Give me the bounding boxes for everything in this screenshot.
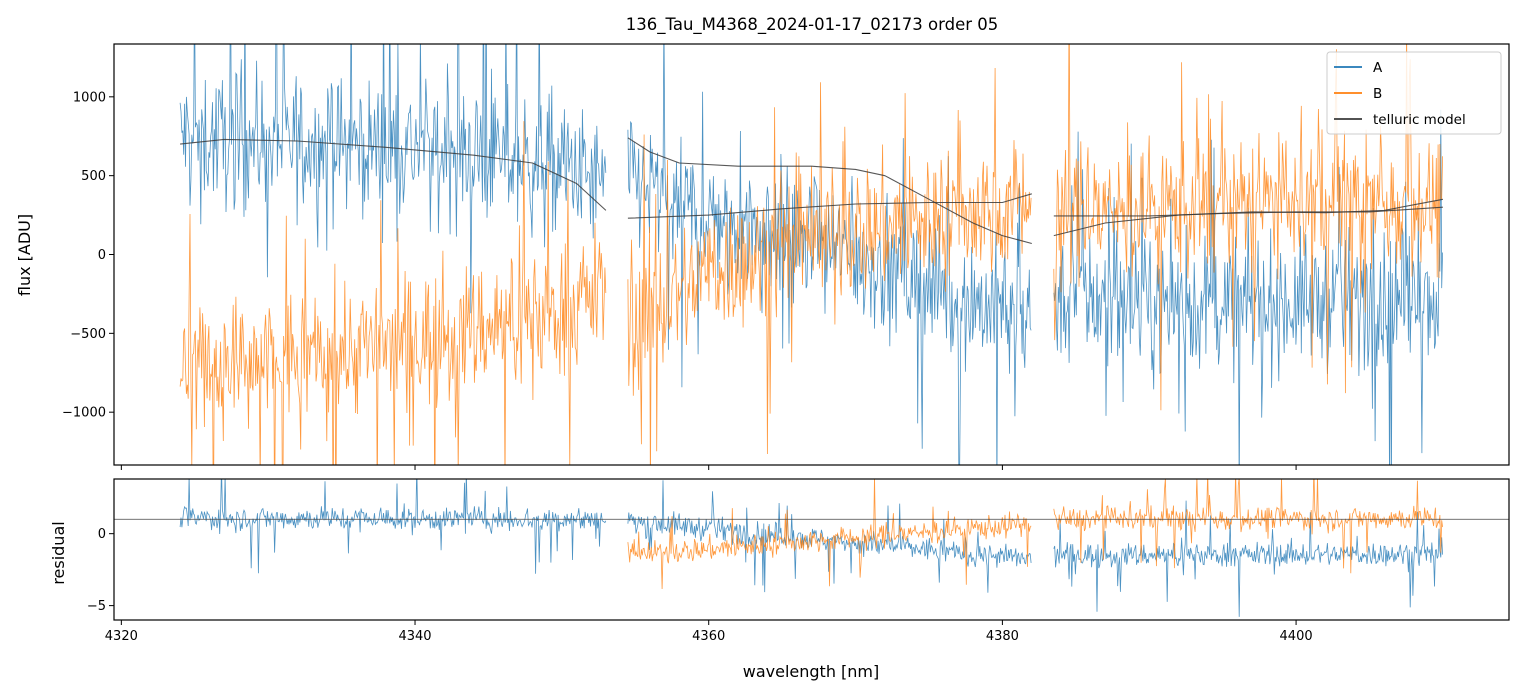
telluric-model-line-3: [1053, 198, 1444, 237]
top-ytick-label: 500: [81, 169, 106, 184]
bottom-ytick-label: 0: [98, 527, 106, 542]
top-ytick-label: −1000: [62, 406, 106, 421]
bottom-xtick-label: 4360: [692, 629, 725, 644]
bottom-plot-area: [114, 479, 1509, 617]
chart-title: 136_Tau_M4368_2024-01-17_02173 order 05: [626, 15, 999, 35]
residual-series-a-segment-1: [627, 480, 1032, 593]
bottom-xtick-label: 4400: [1280, 629, 1313, 644]
bottom-xtick-label: 4380: [986, 629, 1019, 644]
top-y-ticks: 1000 500 0 −500 −1000: [62, 90, 114, 421]
top-x-ticks: [120, 465, 1297, 470]
legend-label-b: B: [1373, 86, 1382, 102]
top-series-b-segment-0: [179, 121, 607, 465]
top-ytick-label: −500: [70, 327, 106, 342]
legend-label-a: A: [1373, 60, 1383, 76]
top-plot-area: [179, 44, 1444, 465]
x-axis-label: wavelength [nm]: [743, 662, 880, 681]
legend-label-telluric: telluric model: [1373, 112, 1466, 128]
bottom-x-ticks: 4320 4340 4360 4380 4400: [105, 620, 1313, 644]
top-series-b-segment-1: [627, 67, 1032, 465]
bottom-xtick-label: 4320: [105, 629, 138, 644]
top-series-b-segment-2: [1053, 44, 1443, 411]
bottom-panel: 0 −5 4320 4340 4360 4380 4400 residual wavele…: [49, 478, 1510, 681]
bottom-y-ticks: 0 −5: [87, 527, 114, 614]
telluric-model-line-0: [180, 138, 607, 211]
bottom-y-axis-label: residual: [49, 521, 68, 584]
top-y-axis-label: flux [ADU]: [15, 214, 34, 296]
legend: A B telluric model: [1326, 51, 1502, 135]
bottom-axes-frame: [113, 478, 1510, 621]
legend-box: [1326, 51, 1502, 135]
telluric-model-line-4: [1053, 206, 1443, 217]
bottom-xtick-label: 4340: [398, 629, 431, 644]
residual-series-a-segment-2: [1053, 500, 1443, 617]
top-ytick-label: 0: [98, 248, 106, 263]
telluric-model-line-1: [627, 137, 1032, 245]
telluric-model-line-2: [627, 193, 1032, 219]
bottom-ytick-label: −5: [87, 599, 106, 614]
top-panel: 1000 500 0 −500 −1000 flux [ADU] A B telluri…: [15, 43, 1510, 470]
top-ytick-label: 1000: [73, 90, 106, 105]
residual-series-b-segment-0: [627, 479, 1032, 590]
residual-series-b-segment-1: [1053, 479, 1443, 574]
residual-series-a-segment-0: [179, 479, 607, 574]
top-series-a-segment-0: [179, 44, 607, 314]
